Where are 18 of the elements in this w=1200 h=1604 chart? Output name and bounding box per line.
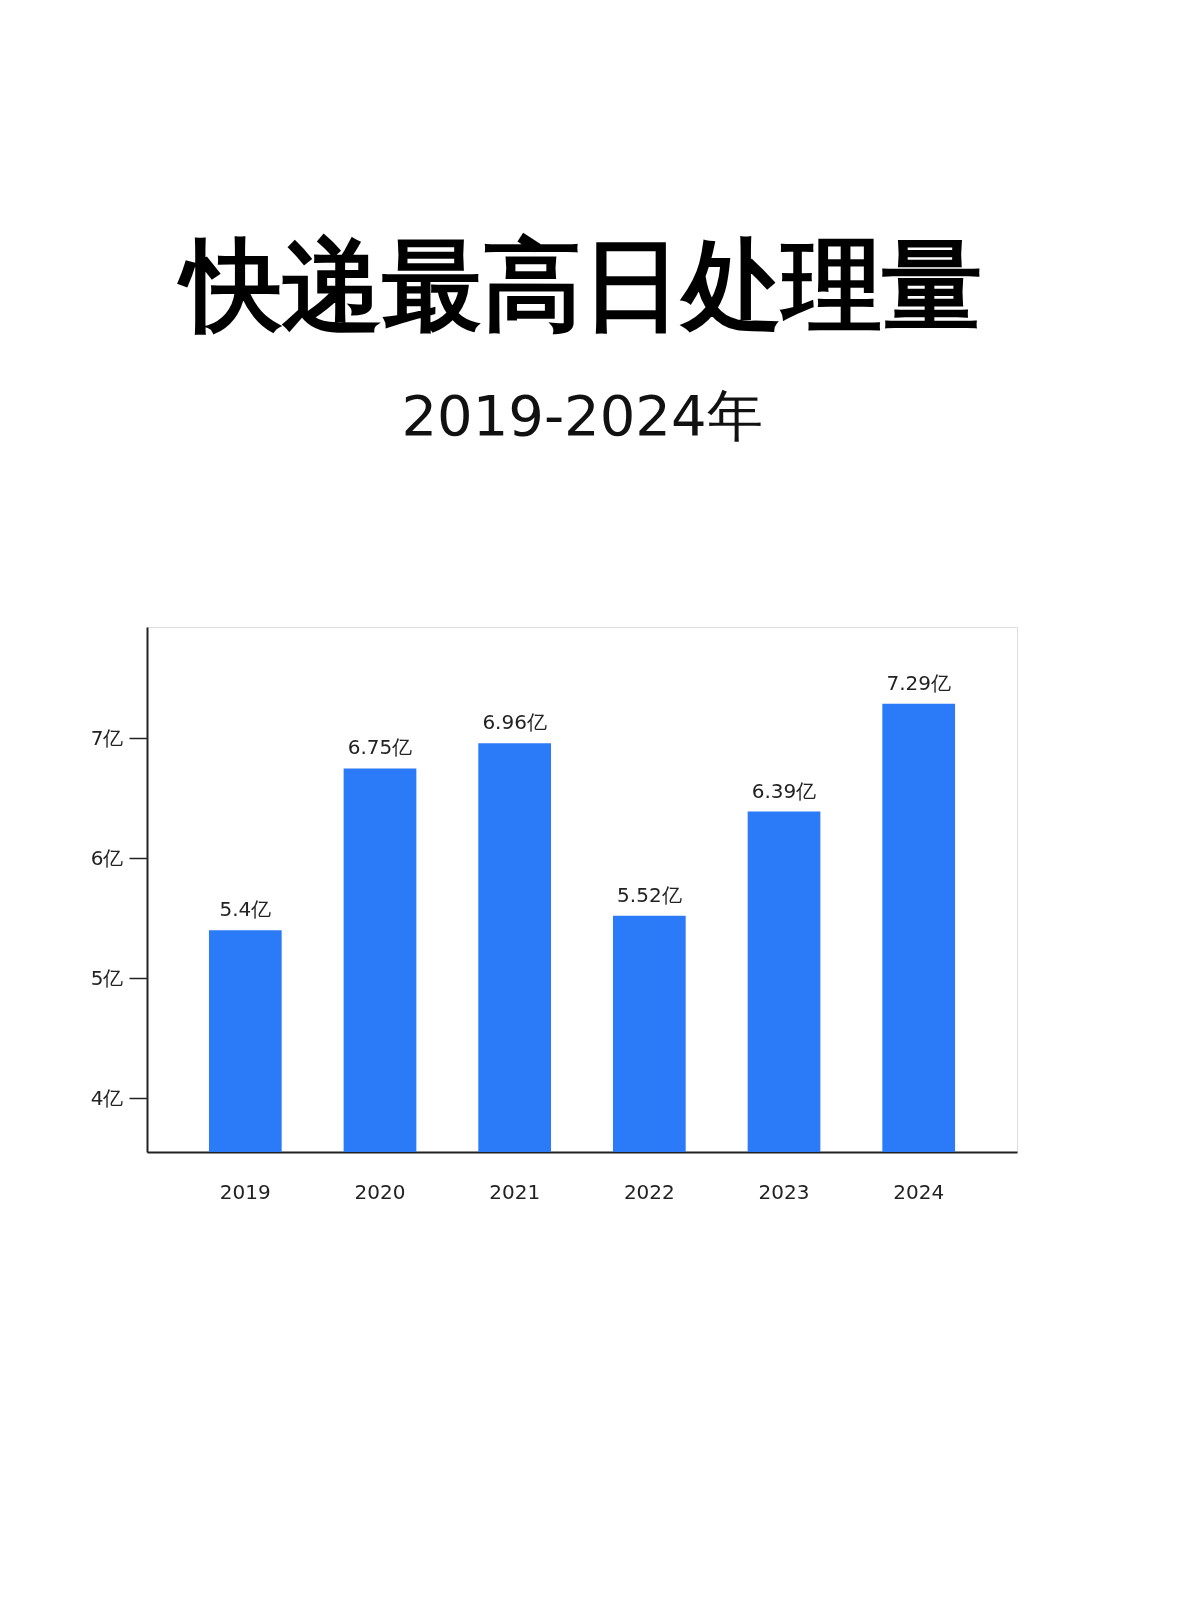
x-tick-label: 2021 [489, 1179, 541, 1204]
y-tick-label: 7亿 [90, 725, 124, 750]
x-tick-label: 2024 [893, 1179, 945, 1204]
x-tick-label: 2020 [354, 1179, 406, 1204]
data-label: 6.39亿 [751, 778, 817, 803]
y-tick-label: 6亿 [90, 845, 124, 870]
data-label: 5.52亿 [617, 882, 682, 907]
y-tick-label: 5亿 [90, 965, 124, 990]
chart-subtitle: 2019-2024年 [401, 383, 763, 448]
y-tick-label: 4亿 [90, 1085, 124, 1110]
x-tick-label: 2023 [758, 1179, 810, 1204]
data-label: 6.75亿 [347, 735, 413, 760]
x-tick-label: 2019 [219, 1179, 271, 1204]
data-label: 5.4亿 [219, 897, 272, 922]
data-label: 6.96亿 [482, 710, 547, 735]
data-label: 7.29亿 [886, 670, 951, 695]
x-tick-label: 2022 [623, 1179, 675, 1204]
chart-title: 快递最高日处理量 [177, 227, 982, 344]
